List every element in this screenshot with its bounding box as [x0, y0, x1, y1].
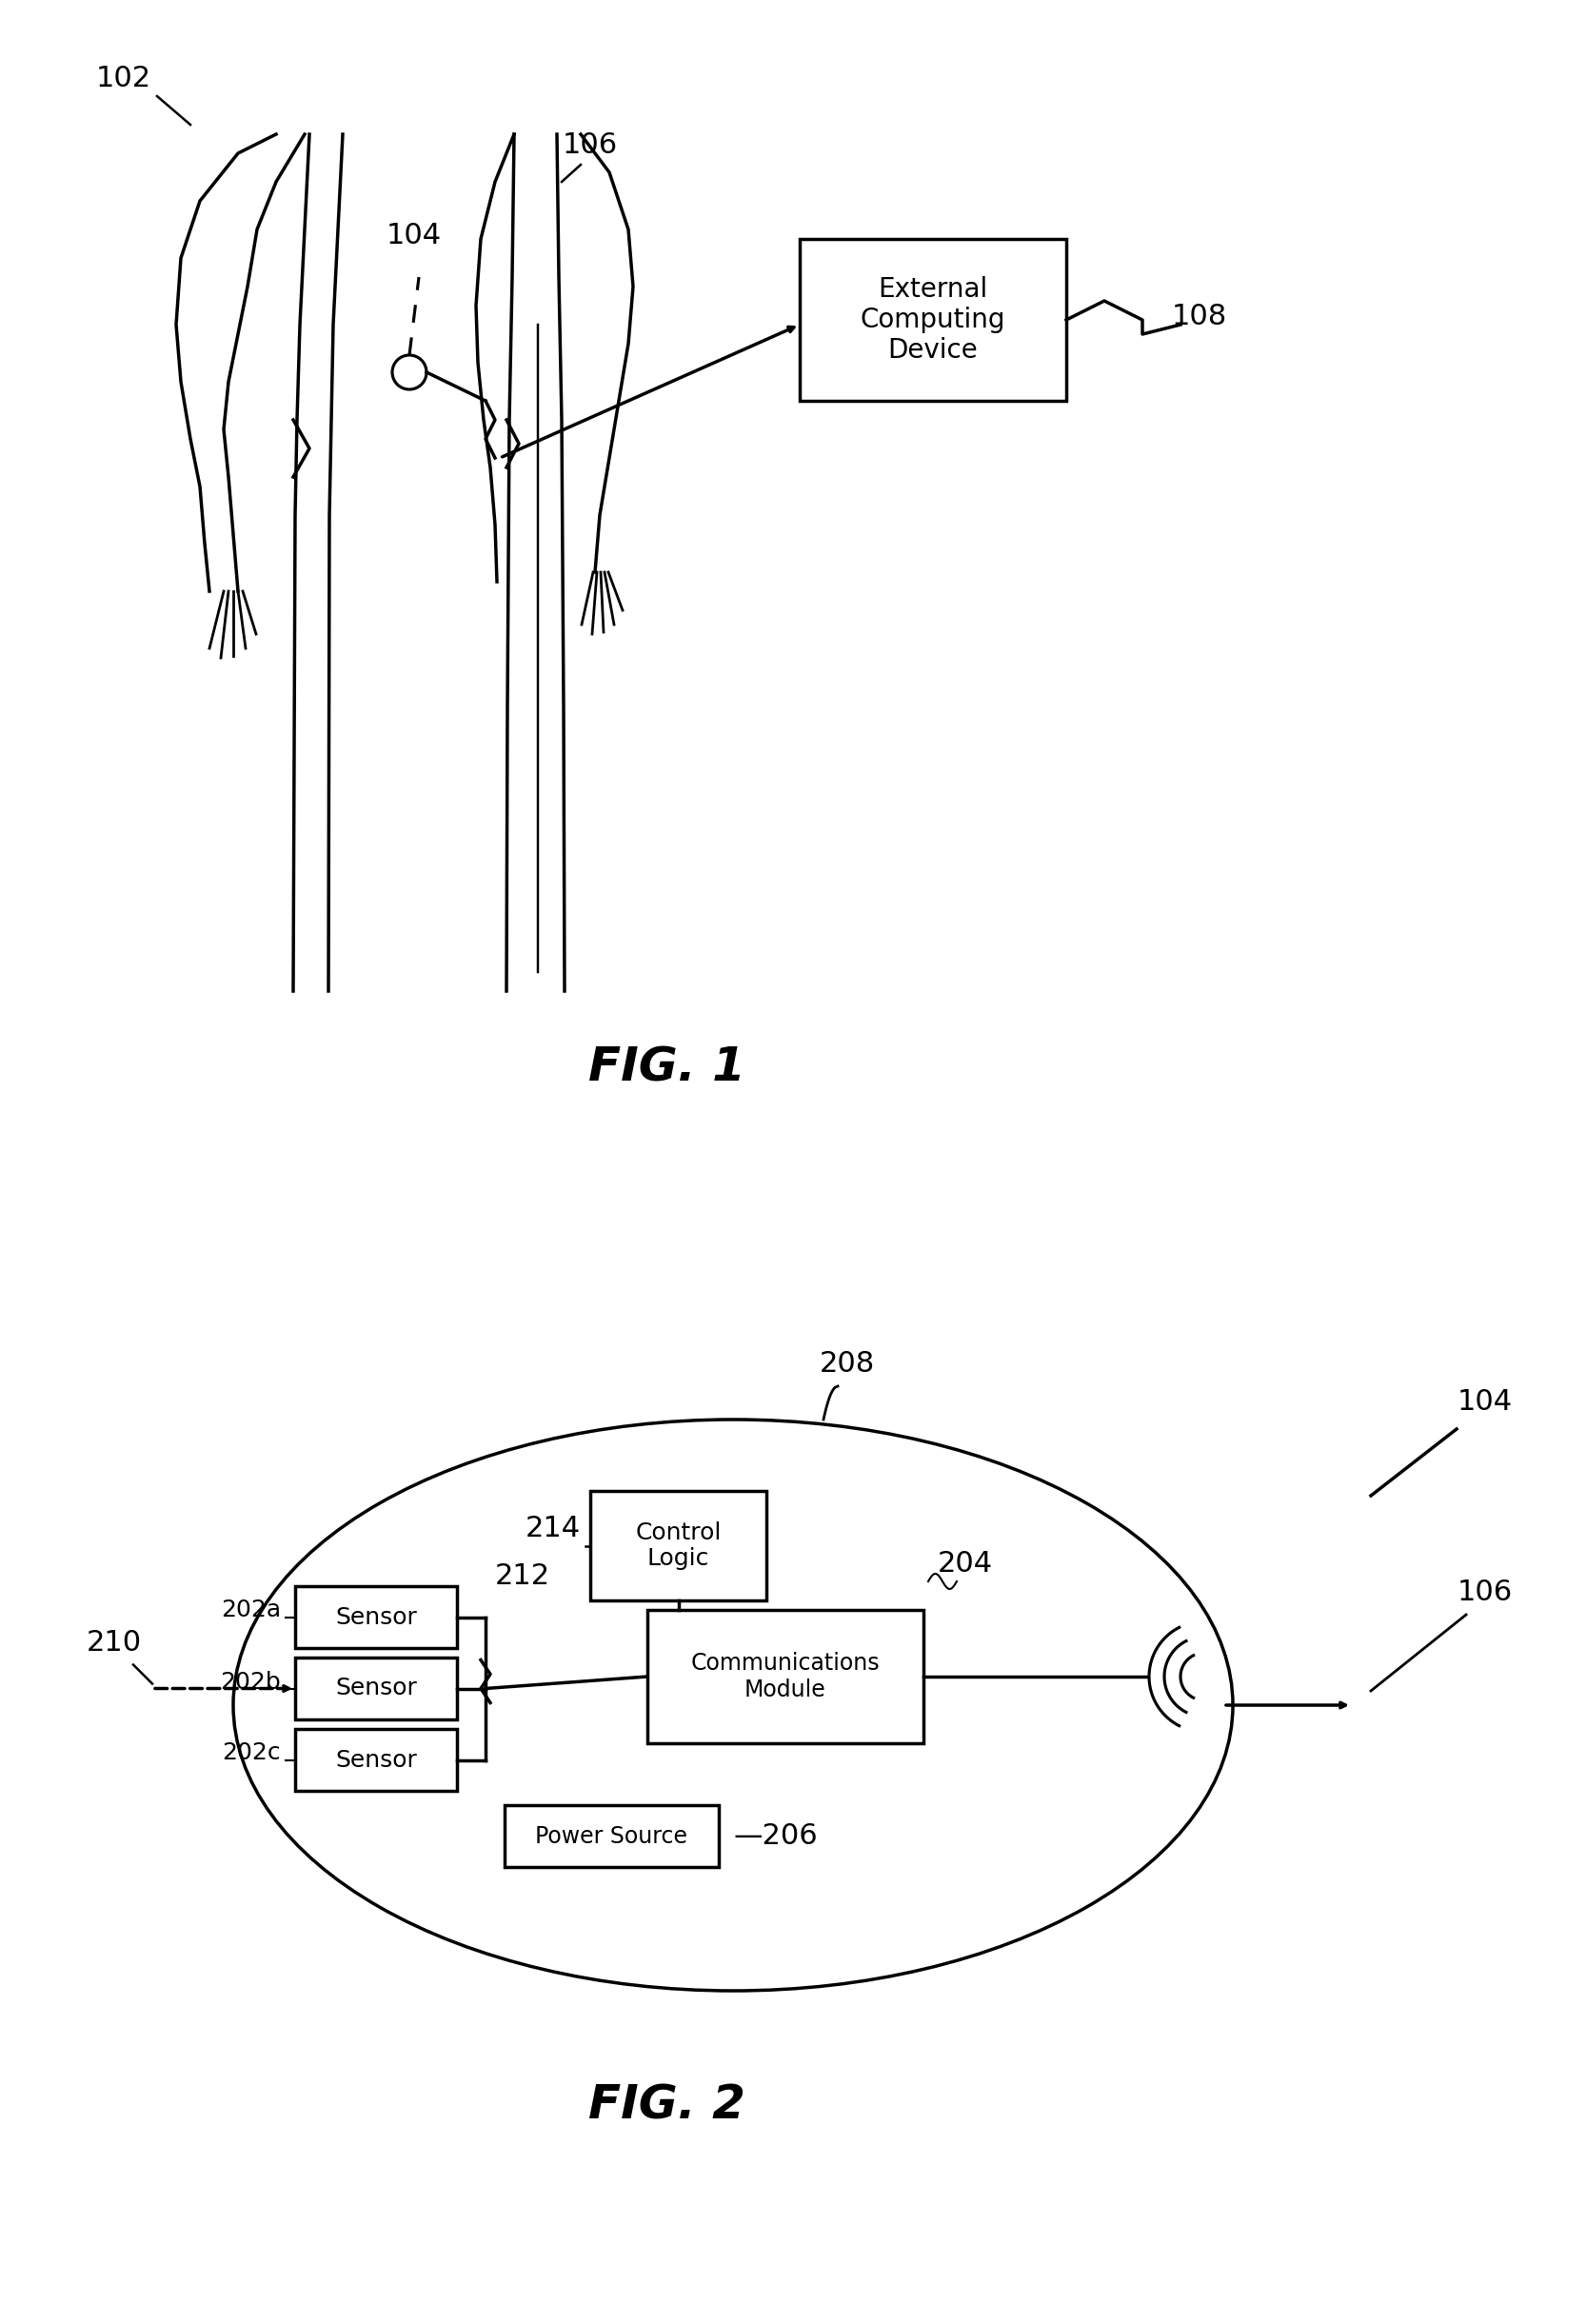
Text: External
Computing
Device: External Computing Device — [860, 277, 1006, 365]
Text: 204: 204 — [938, 1550, 993, 1578]
Text: 104: 104 — [387, 221, 441, 249]
Text: 212: 212 — [495, 1562, 551, 1590]
FancyBboxPatch shape — [800, 239, 1066, 400]
FancyBboxPatch shape — [505, 1806, 719, 1866]
FancyBboxPatch shape — [590, 1492, 767, 1601]
Text: Sensor: Sensor — [335, 1606, 417, 1629]
Text: Power Source: Power Source — [535, 1824, 687, 1848]
Text: —206: —206 — [733, 1822, 817, 1850]
Text: FIG. 2: FIG. 2 — [587, 2082, 744, 2129]
Text: 202a: 202a — [221, 1599, 281, 1622]
FancyBboxPatch shape — [295, 1657, 457, 1720]
Text: 106: 106 — [562, 132, 617, 158]
Text: Sensor: Sensor — [335, 1748, 417, 1771]
Text: 210: 210 — [87, 1629, 141, 1657]
Text: 202c: 202c — [222, 1741, 281, 1764]
Text: 108: 108 — [1171, 302, 1227, 330]
FancyBboxPatch shape — [295, 1729, 457, 1792]
Text: FIG. 1: FIG. 1 — [587, 1043, 744, 1090]
Text: 214: 214 — [525, 1515, 581, 1541]
FancyBboxPatch shape — [647, 1611, 924, 1743]
Text: 208: 208 — [819, 1350, 874, 1378]
Text: 104: 104 — [1457, 1387, 1512, 1415]
Text: Sensor: Sensor — [335, 1678, 417, 1699]
Text: 102: 102 — [97, 65, 151, 93]
Text: Control
Logic: Control Logic — [635, 1520, 722, 1571]
Text: Communications
Module: Communications Module — [690, 1652, 879, 1701]
FancyBboxPatch shape — [295, 1587, 457, 1648]
Text: 202b: 202b — [221, 1671, 281, 1694]
Text: 106: 106 — [1457, 1578, 1512, 1606]
